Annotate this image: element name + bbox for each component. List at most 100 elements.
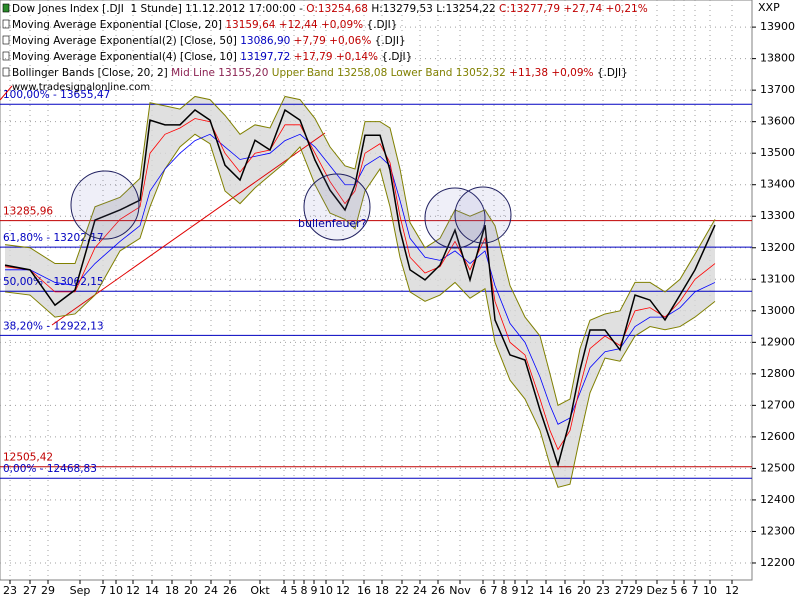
legend-icon xyxy=(2,51,10,61)
x-tick-label: 7 xyxy=(491,584,498,597)
y-tick-label: 12700 xyxy=(760,398,795,411)
legend-icon xyxy=(2,19,10,29)
y-tick-label: 13600 xyxy=(760,115,795,128)
x-tick-label: 16 xyxy=(357,584,371,597)
x-tick-label: 5 xyxy=(291,584,298,597)
y-tick-label: 12200 xyxy=(760,556,795,569)
x-tick-label: 29 xyxy=(629,584,643,597)
x-tick-label: 14 xyxy=(539,584,553,597)
legend-text: Upper Band 13258,08 xyxy=(268,67,387,79)
x-tick-label: 5 xyxy=(671,584,678,597)
legend-text: +11,38 +0,09% xyxy=(506,67,594,79)
x-tick-label: 6 xyxy=(480,584,487,597)
legend-entry: Dow Jones Index [.DJI 1 Stunde] 11.12.20… xyxy=(12,3,648,15)
legend-text: Lower Band 13052,32 xyxy=(387,67,506,79)
x-tick-label: 26 xyxy=(431,584,445,597)
level-label: 50,00% - 13062,15 xyxy=(3,276,104,288)
y-tick-label: 13100 xyxy=(760,272,795,285)
legend-text: +7,79 +0,06% xyxy=(290,35,371,47)
legend-text: Moving Average Exponential(4) [Close, 10… xyxy=(12,51,240,63)
x-tick-label: 16 xyxy=(558,584,572,597)
x-tick-label: 6 xyxy=(681,584,688,597)
x-tick-label: 4 xyxy=(281,584,288,597)
y-tick-label: 13500 xyxy=(760,146,795,159)
watermark: www.tradesignalonline.com xyxy=(12,82,150,93)
axis-label: XXP xyxy=(758,1,780,14)
x-tick-label: 12 xyxy=(725,584,739,597)
x-tick-label: 29 xyxy=(41,584,55,597)
x-tick-label: 18 xyxy=(165,584,179,597)
x-tick-label: 27 xyxy=(615,584,629,597)
level-label: 100,00% - 13655,47 xyxy=(3,89,110,101)
legend-text: Moving Average Exponential [Close, 20] xyxy=(12,19,225,31)
legend-text: {.DJI} xyxy=(363,19,397,31)
band-fill xyxy=(5,96,715,488)
legend-text: {.DJI} xyxy=(594,67,628,79)
x-tick-label: 20 xyxy=(577,584,591,597)
ema20-line xyxy=(4,118,716,451)
annotation: bullenfeuer? xyxy=(298,217,367,230)
level-label: 0,00% - 12468,83 xyxy=(3,463,97,475)
x-tick-label: 12 xyxy=(336,584,350,597)
x-tick-label: 20 xyxy=(184,584,198,597)
legend-text: Dow Jones Index [.DJI 1 Stunde] 11.12.20… xyxy=(12,3,306,15)
x-tick-label: 10 xyxy=(109,584,123,597)
y-tick-label: 12600 xyxy=(760,430,795,443)
x-tick-label: 10 xyxy=(703,584,717,597)
legend-text: Moving Average Exponential(2) [Close, 50… xyxy=(12,35,240,47)
x-tick-label: 7 xyxy=(100,584,107,597)
price-line xyxy=(4,108,716,468)
legend-text: {.DJI} xyxy=(378,51,412,63)
y-tick-label: 13000 xyxy=(760,304,795,317)
x-tick-label: Dez xyxy=(646,584,667,597)
x-tick-label: 23 xyxy=(3,584,17,597)
circle-marker xyxy=(70,170,140,240)
level-label: 38,20% - 12922,13 xyxy=(3,320,104,332)
legend-text: {.DJI} xyxy=(371,35,405,47)
y-tick-label: 13900 xyxy=(760,20,795,33)
plot-area xyxy=(0,0,753,581)
y-tick-label: 12800 xyxy=(760,367,795,380)
y-tick-label: 13800 xyxy=(760,52,795,65)
y-tick-label: 12300 xyxy=(760,524,795,537)
level-label: 13285,96 xyxy=(3,206,53,218)
x-tick-label: 26 xyxy=(223,584,237,597)
x-tick-label: 24 xyxy=(204,584,218,597)
band-upper xyxy=(4,95,716,407)
x-tick-label: 23 xyxy=(596,584,610,597)
x-tick-label: 18 xyxy=(375,584,389,597)
legend-entry: Moving Average Exponential(2) [Close, 50… xyxy=(12,35,406,47)
x-tick-label: Nov xyxy=(449,584,471,597)
legend-text: Mid Line 13155,20 xyxy=(171,67,268,79)
legend-entry: Moving Average Exponential(4) [Close, 10… xyxy=(12,51,412,63)
legend-text: C:13277,79 +27,74 +0,21% xyxy=(499,3,648,15)
x-tick-label: 27 xyxy=(23,584,37,597)
y-tick-label: 13400 xyxy=(760,178,795,191)
trend-line xyxy=(51,132,326,326)
y-tick-label: 12900 xyxy=(760,335,795,348)
legend-text: 13197,72 xyxy=(240,51,290,63)
legend-icon xyxy=(2,3,10,13)
x-tick-label: 12 xyxy=(520,584,534,597)
x-tick-label: 7 xyxy=(692,584,699,597)
legend-icon xyxy=(2,67,10,77)
legend-text: 13086,90 xyxy=(240,35,290,47)
ema50-line xyxy=(5,133,716,425)
legend-entry: Moving Average Exponential [Close, 20] 1… xyxy=(12,19,397,31)
y-tick-label: 12500 xyxy=(760,461,795,474)
x-tick-label: 9 xyxy=(512,584,519,597)
y-tick-label: 13700 xyxy=(760,83,795,96)
legend-entry: Bollinger Bands [Close, 20, 2] Mid Line … xyxy=(12,67,628,79)
x-tick-label: Okt xyxy=(250,584,270,597)
y-tick-label: 13200 xyxy=(760,241,795,254)
x-tick-label: 9 xyxy=(311,584,318,597)
x-tick-label: 8 xyxy=(301,584,308,597)
legend-text: O:13254,68 xyxy=(306,3,368,15)
legend-text: H:13279,53 L:13254,22 xyxy=(368,3,499,15)
legend-text: Bollinger Bands [Close, 20, 2] xyxy=(12,67,171,79)
x-tick-label: 12 xyxy=(126,584,140,597)
x-tick-label: 24 xyxy=(413,584,427,597)
legend-text: 13159,64 +12,44 +0,09% xyxy=(225,19,363,31)
x-tick-label: 22 xyxy=(395,584,409,597)
